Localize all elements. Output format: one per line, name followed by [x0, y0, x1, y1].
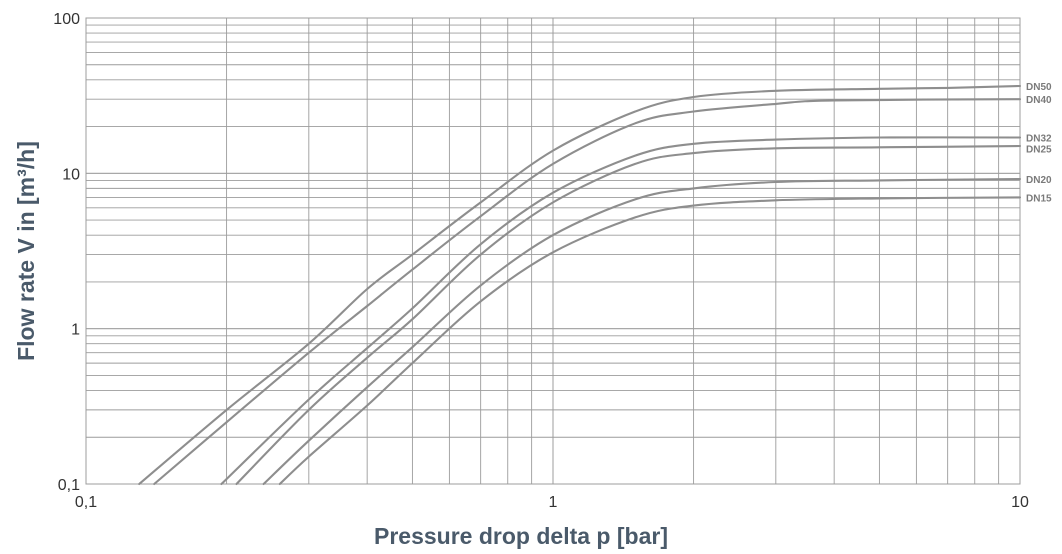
x-tick-label: 10: [1011, 494, 1029, 511]
x-tick-label: 1: [549, 494, 558, 511]
series-label-dn40: DN40: [1026, 95, 1052, 106]
series-group: [138, 84, 1022, 486]
series-line-dn32: [220, 136, 1022, 486]
series-label-dn20: DN20: [1026, 175, 1052, 186]
tick-labels: 0,1 1 10 0,1 1 10 100: [53, 11, 1029, 511]
series-label-dn32: DN32: [1026, 134, 1052, 145]
x-axis-title: Pressure drop delta p [bar]: [374, 523, 668, 549]
series-line-dn25: [235, 144, 1022, 486]
plot-frame: [85, 17, 1021, 485]
series-line-dn15: [278, 196, 1022, 486]
grid: [86, 18, 1020, 484]
y-tick-label: 0,1: [58, 477, 80, 494]
series-line-dn50: [138, 84, 1022, 486]
y-tick-label: 100: [53, 11, 80, 28]
x-tick-label: 0,1: [75, 494, 97, 511]
y-axis-title: Flow rate V in [m³/h]: [13, 141, 39, 361]
series-label-dn25: DN25: [1026, 145, 1052, 156]
series-label-dn15: DN15: [1026, 193, 1052, 204]
series-line-dn20: [262, 177, 1022, 486]
y-tick-label: 1: [71, 322, 80, 339]
y-tick-label: 10: [62, 166, 80, 183]
series-line-dn40: [153, 98, 1022, 486]
series-label-dn50: DN50: [1026, 82, 1052, 93]
